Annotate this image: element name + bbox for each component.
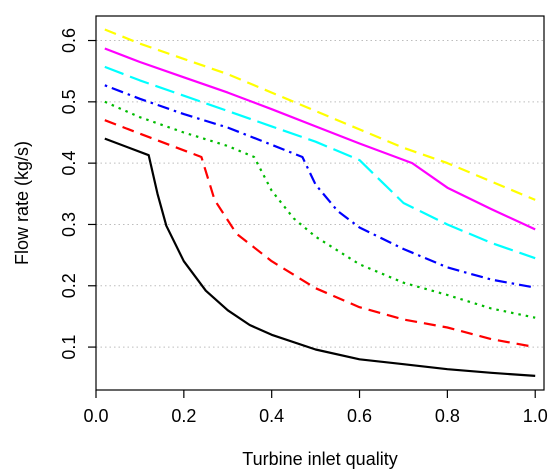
x-axis-title: Turbine inlet quality <box>242 449 397 469</box>
y-tick-label: 0.2 <box>59 273 79 298</box>
x-tick-label: 0.6 <box>347 406 372 426</box>
series-lines <box>104 28 536 377</box>
y-tick-label: 0.4 <box>59 151 79 176</box>
series-line-6 <box>104 47 536 231</box>
gridlines <box>96 40 544 348</box>
x-tick-label: 0.0 <box>83 406 108 426</box>
x-tick-label: 0.4 <box>259 406 284 426</box>
series-line-4 <box>104 84 536 289</box>
y-tick-label: 0.1 <box>59 335 79 360</box>
y-axis: 0.1 0.2 0.3 0.4 0.5 0.6 <box>59 28 96 360</box>
series-line-7 <box>104 28 536 201</box>
y-tick-label: 0.6 <box>59 28 79 53</box>
y-tick-label: 0.5 <box>59 89 79 114</box>
y-tick-label: 0.3 <box>59 212 79 237</box>
x-tick-label: 1.0 <box>523 406 548 426</box>
y-axis-title: Flow rate (kg/s) <box>12 141 32 265</box>
series-line-1 <box>104 137 536 377</box>
series-line-5 <box>104 65 536 260</box>
plot-frame <box>95 15 545 391</box>
series-line-3 <box>104 100 536 319</box>
x-tick-label: 0.2 <box>171 406 196 426</box>
x-axis: 0.0 0.2 0.4 0.6 0.8 1.0 <box>83 390 548 426</box>
x-tick-label: 0.8 <box>435 406 460 426</box>
series-line-2 <box>104 119 536 349</box>
